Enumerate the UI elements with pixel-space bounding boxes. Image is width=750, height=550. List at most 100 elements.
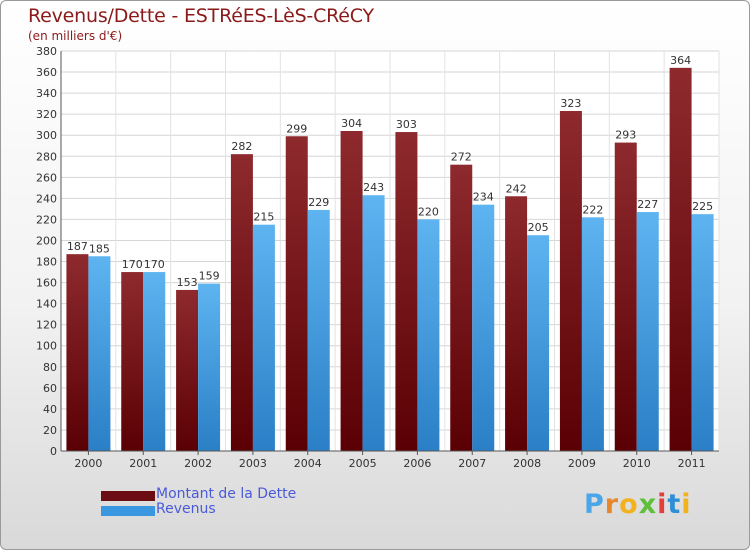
- bar-revenue: [252, 224, 275, 451]
- data-label-revenue: 234: [473, 191, 494, 204]
- chart-title: Revenus/Dette - ESTRéES-LèS-CRéCY: [28, 5, 374, 27]
- chart-subtitle: (en milliers d'€): [28, 29, 123, 43]
- legend-label-revenue: Revenus: [156, 501, 216, 517]
- axis-layer: 0 20 40 60 80 100 120 140 160 180 200 220 240 260 280 3…: [36, 45, 719, 470]
- data-label-debt: 272: [451, 151, 472, 164]
- y-tick-label: 200: [36, 234, 57, 247]
- y-tick-label: 160: [36, 277, 57, 290]
- bar-debt: [230, 154, 253, 451]
- data-label-revenue: 215: [253, 211, 274, 224]
- logo-letter: r: [604, 489, 620, 520]
- data-label-revenue: 185: [89, 242, 110, 255]
- x-tick-label: 2004: [294, 457, 322, 470]
- data-label-debt: 293: [615, 129, 636, 142]
- legend-swatch-debt: [101, 491, 155, 501]
- bar-debt: [285, 136, 308, 451]
- logo-letter: o: [619, 489, 639, 520]
- y-tick-label: 260: [36, 171, 57, 184]
- bar-debt: [669, 67, 692, 451]
- bar-debt: [559, 111, 582, 451]
- y-tick-label: 300: [36, 129, 57, 142]
- bar-debt: [340, 131, 363, 451]
- logo-letter: i: [681, 489, 692, 520]
- logo-letter: i: [657, 489, 668, 520]
- x-tick-label: 2006: [403, 457, 431, 470]
- y-tick-label: 40: [43, 403, 57, 416]
- y-tick-label: 120: [36, 319, 57, 332]
- data-label-debt: 170: [122, 258, 143, 271]
- x-tick-label: 2005: [349, 457, 377, 470]
- logo-letter: t: [667, 489, 682, 520]
- data-label-revenue: 170: [144, 258, 165, 271]
- bar-debt: [121, 272, 144, 451]
- bar-revenue: [143, 272, 166, 451]
- x-tick-label: 2001: [129, 457, 157, 470]
- y-tick-label: 100: [36, 340, 57, 353]
- data-label-debt: 303: [396, 118, 417, 131]
- y-tick-label: 220: [36, 213, 57, 226]
- y-tick-label: 0: [50, 445, 57, 458]
- x-tick-label: 2002: [184, 457, 212, 470]
- data-label-debt: 323: [560, 97, 581, 110]
- x-tick-label: 2003: [239, 457, 267, 470]
- data-label-revenue: 222: [582, 203, 603, 216]
- bar-revenue: [472, 204, 495, 451]
- data-label-debt: 304: [341, 117, 362, 130]
- bar-debt: [614, 142, 637, 451]
- y-tick-label: 360: [36, 66, 57, 79]
- data-label-revenue: 227: [637, 198, 658, 211]
- data-label-revenue: 220: [418, 205, 439, 218]
- y-tick-label: 80: [43, 361, 57, 374]
- bar-revenue: [417, 219, 440, 451]
- bar-revenue: [691, 214, 714, 451]
- y-tick-label: 20: [43, 424, 57, 437]
- bar-revenue: [527, 235, 550, 451]
- data-label-debt: 187: [67, 240, 88, 253]
- data-label-debt: 153: [177, 276, 198, 289]
- bar-revenue: [198, 283, 221, 451]
- x-tick-label: 2009: [568, 457, 596, 470]
- y-tick-label: 380: [36, 45, 57, 58]
- data-label-revenue: 205: [528, 221, 549, 234]
- bar-revenue: [636, 212, 659, 451]
- bar-debt: [505, 196, 528, 451]
- data-label-debt: 364: [670, 54, 691, 67]
- bar-revenue: [581, 217, 604, 451]
- data-label-debt: 282: [231, 140, 252, 153]
- bar-revenue: [307, 209, 330, 451]
- y-tick-label: 340: [36, 87, 57, 100]
- data-label-revenue: 229: [308, 196, 329, 209]
- data-label-revenue: 159: [199, 270, 220, 283]
- legend-label-debt: Montant de la Dette: [156, 486, 297, 502]
- bar-debt: [450, 164, 473, 451]
- y-tick-label: 180: [36, 256, 57, 269]
- bar-revenue: [88, 256, 111, 451]
- data-label-revenue: 243: [363, 181, 384, 194]
- y-tick-label: 60: [43, 382, 57, 395]
- data-label-debt: 242: [506, 182, 527, 195]
- bar-debt: [395, 132, 418, 452]
- legend-swatch-revenue: [101, 506, 155, 516]
- labels-layer: 187 185 170 170 153 159 282 215 299 229 304 243 303 2…: [67, 54, 713, 289]
- x-tick-label: 2011: [678, 457, 706, 470]
- x-tick-label: 2007: [458, 457, 486, 470]
- x-tick-label: 2010: [623, 457, 651, 470]
- y-tick-label: 140: [36, 298, 57, 311]
- bar-debt: [176, 289, 199, 451]
- y-tick-label: 280: [36, 150, 57, 163]
- bar-debt: [66, 254, 89, 451]
- data-label-debt: 299: [286, 122, 307, 135]
- bars-layer: [66, 67, 714, 452]
- logo-letter: x: [638, 489, 658, 520]
- proxiti-logo: Proxiti: [584, 489, 692, 520]
- grid-layer: [60, 50, 720, 452]
- x-tick-label: 2008: [513, 457, 541, 470]
- data-label-revenue: 225: [692, 200, 713, 213]
- x-tick-label: 2000: [74, 457, 102, 470]
- y-tick-label: 240: [36, 192, 57, 205]
- y-tick-label: 320: [36, 108, 57, 121]
- logo-letter: P: [584, 489, 605, 520]
- bar-revenue: [362, 195, 385, 451]
